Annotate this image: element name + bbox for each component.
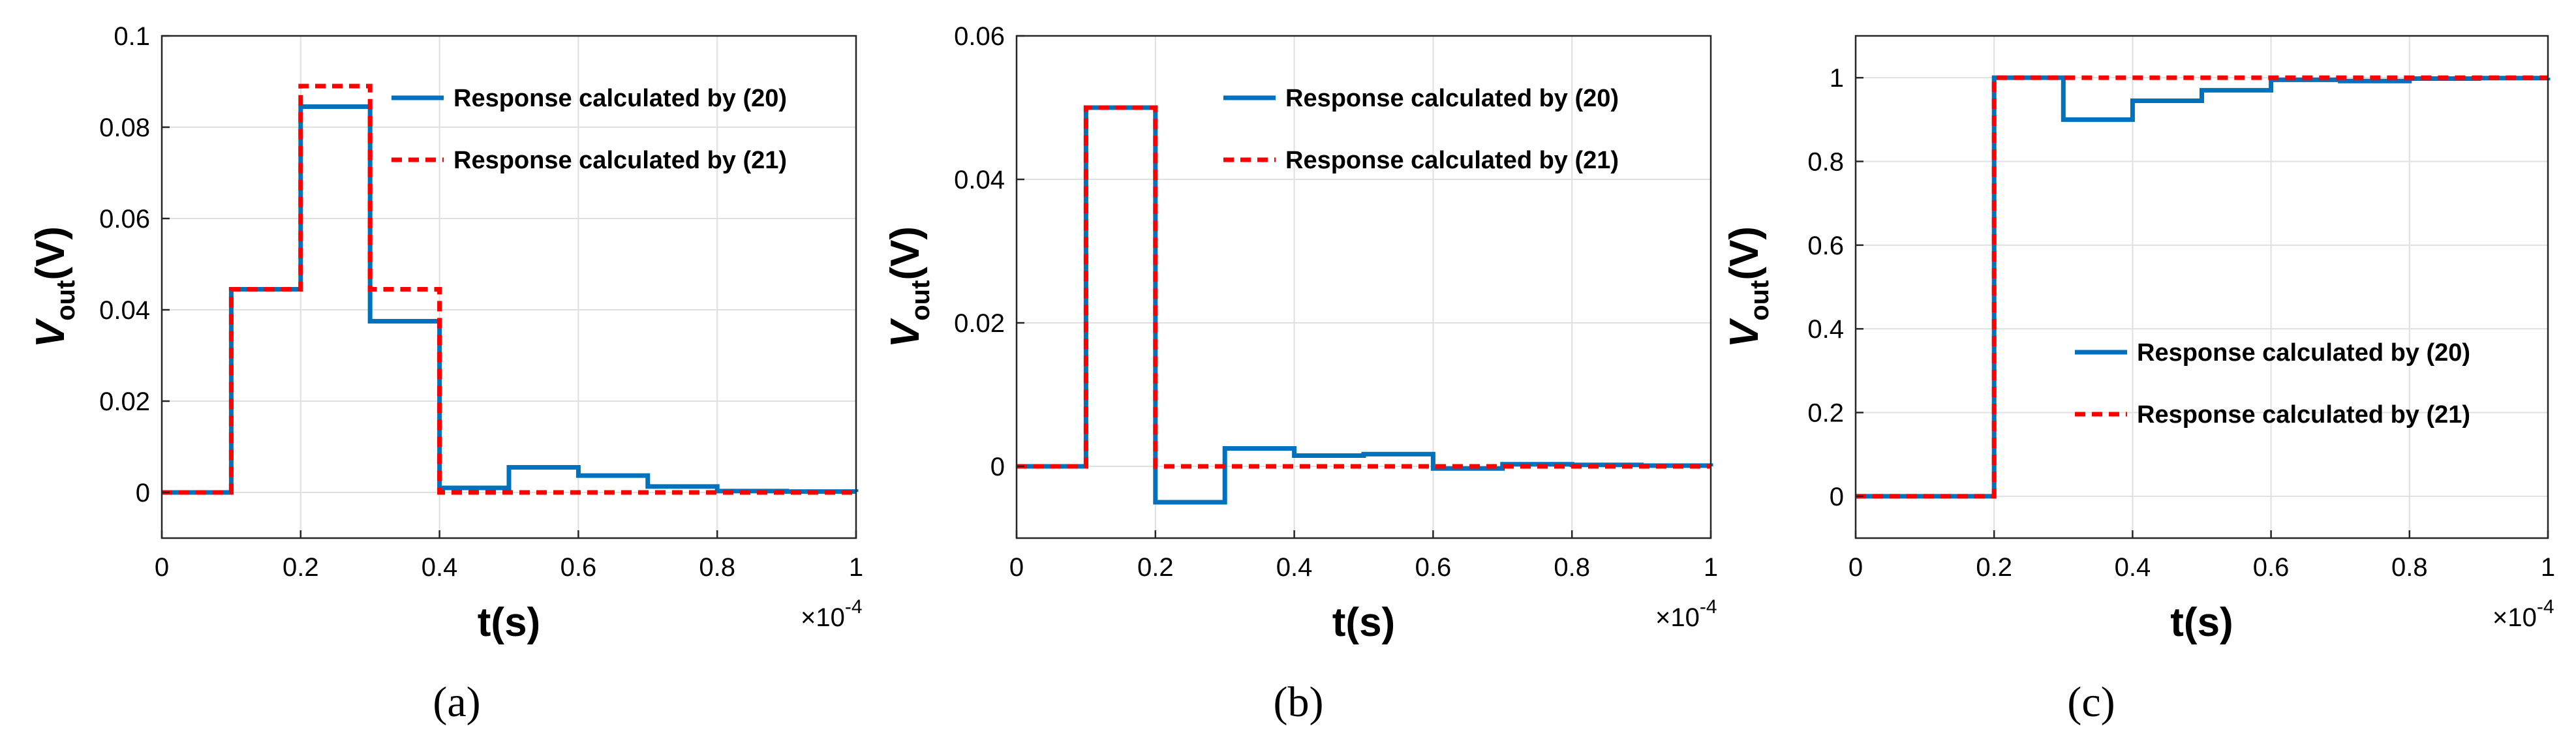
y-tick-label: 1 xyxy=(1830,64,1844,93)
x-tick-label: 0.8 xyxy=(2391,553,2428,582)
y-tick-label: 0.8 xyxy=(1807,148,1844,177)
x-tick-label: 0.6 xyxy=(2253,553,2290,582)
y-tick-label: 0 xyxy=(136,479,150,507)
series-line-21 xyxy=(1017,105,1711,469)
y-axis-label-subscript: out xyxy=(52,280,80,321)
series-line-20 xyxy=(1856,75,2551,499)
x-tick-label: 0.8 xyxy=(1554,553,1590,582)
y-tick-label: 0.02 xyxy=(99,387,150,416)
x-exponent-label: ×10-4 xyxy=(801,596,863,632)
legend-label: Response calculated by (20) xyxy=(1285,85,1619,112)
y-tick-label: 0.02 xyxy=(954,309,1005,338)
y-axis-label: Vout(V) xyxy=(1722,226,1774,348)
series-line-21 xyxy=(1856,75,2548,499)
x-tick-label: 0.2 xyxy=(283,553,319,582)
x-tick-label: 0 xyxy=(1009,553,1024,582)
y-tick-label: 0 xyxy=(990,453,1005,481)
x-axis-label: t(s) xyxy=(2170,600,2233,645)
x-tick-label: 0.2 xyxy=(1976,553,2012,582)
legend-label: Response calculated by (20) xyxy=(453,85,787,112)
y-tick-label: 0.08 xyxy=(99,113,150,142)
x-tick-label: 0.8 xyxy=(699,553,735,582)
x-exponent-label: ×10-4 xyxy=(2492,596,2554,632)
legend-label: Response calculated by (21) xyxy=(453,147,787,174)
x-tick-label: 0.6 xyxy=(560,553,597,582)
legend-label: Response calculated by (21) xyxy=(2137,401,2470,429)
x-exponent-label: ×10-4 xyxy=(1655,596,1717,632)
x-tick-label: 0 xyxy=(155,553,169,582)
x-tick-label: 0.4 xyxy=(1276,553,1313,582)
y-tick-label: 0 xyxy=(1830,483,1844,511)
x-tick-label: 0.6 xyxy=(1415,553,1452,582)
y-tick-label: 0.04 xyxy=(99,296,150,325)
x-tick-label: 0.4 xyxy=(2115,553,2151,582)
y-tick-label: 0.4 xyxy=(1807,315,1844,344)
plot-frame xyxy=(161,35,857,539)
panel-label: (a) xyxy=(433,678,480,726)
y-axis-label-main: V xyxy=(1722,318,1767,348)
y-axis-label-main: V xyxy=(883,318,928,348)
panel-label: (c) xyxy=(2067,678,2115,726)
y-axis-label-subscript: out xyxy=(906,280,935,321)
x-tick-label: 0 xyxy=(1848,553,1863,582)
x-exponent: -4 xyxy=(845,596,863,618)
legend-label: Response calculated by (21) xyxy=(1285,147,1619,174)
y-axis-label-main: V xyxy=(28,318,73,348)
x-axis-label: t(s) xyxy=(478,600,540,645)
x-tick-label: 1 xyxy=(849,553,863,582)
x-tick-label: 1 xyxy=(2541,553,2555,582)
series-line-21 xyxy=(162,83,856,495)
y-tick-label: 0.06 xyxy=(954,22,1005,51)
x-tick-label: 0.4 xyxy=(422,553,458,582)
y-axis-label-unit: (V) xyxy=(28,226,73,280)
y-axis-label: Vout(V) xyxy=(28,226,80,348)
y-tick-label: 0.04 xyxy=(954,166,1005,194)
x-axis-label: t(s) xyxy=(1332,600,1395,645)
x-tick-label: 0.2 xyxy=(1137,553,1174,582)
x-exponent: -4 xyxy=(1700,596,1717,618)
x-exponent: -4 xyxy=(2537,596,2554,618)
plot-frame xyxy=(1854,35,2549,539)
legend-label: Response calculated by (20) xyxy=(2137,339,2470,367)
chart-panel-c: 0 0.2 0.4 0.6 0.8 1 0 0.2 0.4 0.6 0.8 1 ×10-4 t(s) Vou… xyxy=(1722,35,2555,726)
y-tick-label: 0.1 xyxy=(114,22,150,51)
x-tick-label: 1 xyxy=(1704,553,1718,582)
panel-label: (b) xyxy=(1274,678,1324,726)
y-tick-label: 0.06 xyxy=(99,205,150,234)
y-axis-label: Vout(V) xyxy=(883,226,935,348)
y-tick-label: 0.6 xyxy=(1807,232,1844,260)
y-axis-label-unit: (V) xyxy=(1722,226,1767,280)
y-axis-label-unit: (V) xyxy=(883,226,928,280)
chart-panel-b: 0 0.2 0.4 0.6 0.8 1 0 0.02 0.04 0.06 ×10-4 t(s) Vout… xyxy=(883,22,1718,726)
plot-frame xyxy=(1015,35,1712,539)
y-tick-label: 0.2 xyxy=(1807,399,1844,428)
y-axis-label-subscript: out xyxy=(1745,280,1774,321)
chart-panel-a: 0 0.2 0.4 0.6 0.8 1 0 0.02 0.04 0.06 0.08 0.1 ×10-4 t… xyxy=(28,22,863,726)
